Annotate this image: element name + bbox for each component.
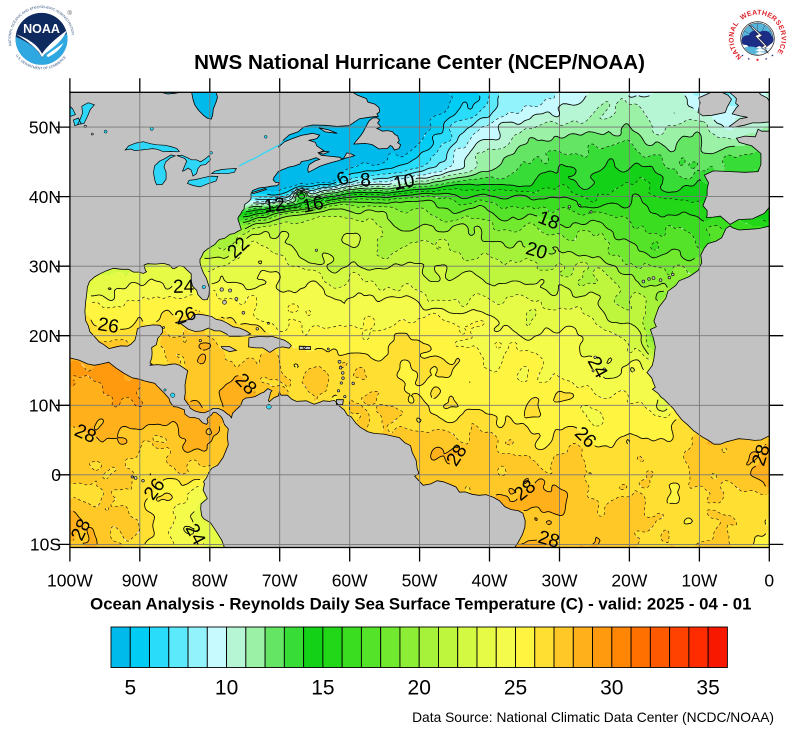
svg-text:25: 25 (504, 677, 527, 700)
svg-text:®: ® (68, 10, 73, 17)
svg-text:8: 8 (359, 170, 371, 192)
svg-text:10: 10 (392, 170, 417, 195)
svg-text:70W: 70W (262, 571, 298, 591)
svg-text:100W: 100W (47, 571, 93, 591)
svg-text:40W: 40W (472, 571, 508, 591)
svg-text:35: 35 (696, 677, 719, 700)
svg-text:NOAA: NOAA (23, 22, 60, 36)
svg-text:NWS National Hurricane Center: NWS National Hurricane Center (NCEP/NOAA… (194, 51, 645, 74)
svg-text:10S: 10S (30, 535, 61, 555)
svg-text:20W: 20W (611, 571, 647, 591)
svg-text:10N: 10N (29, 396, 61, 416)
svg-text:30: 30 (600, 677, 623, 700)
svg-text:30N: 30N (29, 256, 61, 276)
svg-text:80W: 80W (192, 571, 228, 591)
svg-text:50W: 50W (402, 571, 438, 591)
svg-text:0: 0 (51, 465, 61, 485)
svg-text:28: 28 (536, 527, 562, 553)
svg-text:5: 5 (124, 677, 136, 700)
svg-text:10: 10 (215, 677, 238, 700)
svg-text:0: 0 (764, 571, 774, 591)
svg-text:15: 15 (311, 677, 334, 700)
svg-text:26: 26 (96, 314, 120, 338)
svg-text:30W: 30W (542, 571, 578, 591)
svg-text:Data Source: National Climatic: Data Source: National Climatic Data Cent… (412, 710, 774, 725)
svg-text:20N: 20N (29, 326, 61, 346)
svg-text:20: 20 (408, 677, 431, 700)
svg-text:28: 28 (748, 442, 774, 468)
svg-text:24: 24 (173, 277, 195, 298)
svg-text:40N: 40N (29, 187, 61, 207)
svg-text:16: 16 (301, 193, 326, 218)
svg-text:Ocean Analysis - Reynolds Dail: Ocean Analysis - Reynolds Daily Sea Surf… (90, 594, 751, 613)
svg-text:90W: 90W (122, 571, 158, 591)
svg-text:60W: 60W (332, 571, 368, 591)
svg-text:12: 12 (263, 194, 287, 217)
svg-text:10W: 10W (681, 571, 717, 591)
svg-text:50N: 50N (29, 117, 61, 137)
